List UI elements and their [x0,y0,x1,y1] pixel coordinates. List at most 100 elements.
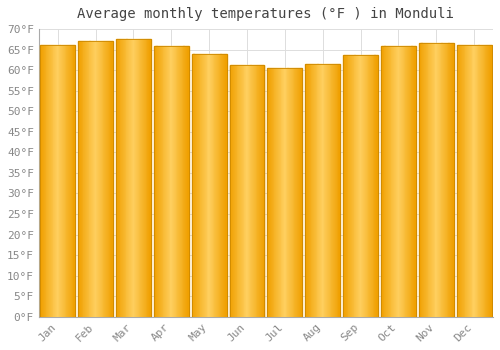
Bar [254,65,255,317]
Bar [126,39,128,317]
Bar [387,46,388,317]
Bar [82,41,84,317]
Bar [165,46,166,317]
Bar [252,65,253,317]
Bar [255,65,256,317]
Bar [242,65,244,317]
Bar [294,68,296,317]
Bar [100,41,101,317]
Bar [70,45,71,317]
Bar [389,46,390,317]
Bar [468,46,469,317]
Bar [456,46,458,317]
Bar [277,68,278,317]
Bar [432,43,433,317]
Bar [279,68,280,317]
Bar [154,46,155,317]
Bar [80,41,81,317]
Bar [172,46,173,317]
Bar [200,54,202,317]
Bar [445,43,446,317]
Bar [312,64,313,317]
Bar [299,68,300,317]
Bar [262,65,264,317]
Bar [136,39,137,317]
Bar [344,55,345,317]
Bar [50,45,51,317]
Bar [349,55,350,317]
Bar [318,64,320,317]
Bar [211,54,212,317]
Bar [376,55,377,317]
Bar [178,46,179,317]
Bar [117,39,118,317]
Bar [467,46,468,317]
Bar [472,46,474,317]
Bar [338,64,340,317]
Bar [433,43,434,317]
Bar [309,64,310,317]
Bar [124,39,126,317]
Bar [456,46,492,317]
Bar [186,46,187,317]
Bar [484,46,486,317]
Bar [146,39,148,317]
Bar [98,41,99,317]
Bar [184,46,186,317]
Bar [112,41,113,317]
Bar [382,46,383,317]
Bar [398,46,400,317]
Bar [167,46,168,317]
Bar [350,55,351,317]
Bar [247,65,248,317]
Bar [86,41,87,317]
Bar [463,46,464,317]
Bar [298,68,299,317]
Bar [61,45,62,317]
Bar [210,54,211,317]
Bar [410,46,412,317]
Bar [185,46,186,317]
Bar [409,46,410,317]
Bar [46,45,48,317]
Bar [195,54,196,317]
Bar [413,46,414,317]
Bar [205,54,206,317]
Bar [52,45,54,317]
Bar [107,41,108,317]
Bar [419,43,454,317]
Bar [469,46,470,317]
Bar [123,39,124,317]
Bar [422,43,424,317]
Bar [292,68,294,317]
Bar [84,41,85,317]
Bar [261,65,262,317]
Bar [446,43,448,317]
Bar [233,65,234,317]
Bar [192,54,194,317]
Bar [248,65,249,317]
Bar [446,43,447,317]
Bar [372,55,373,317]
Bar [143,39,144,317]
Bar [444,43,445,317]
Bar [428,43,430,317]
Bar [322,64,324,317]
Bar [253,65,254,317]
Bar [483,46,484,317]
Bar [232,65,233,317]
Bar [99,41,100,317]
Bar [403,46,404,317]
Bar [41,45,42,317]
Bar [54,45,55,317]
Bar [102,41,104,317]
Bar [246,65,247,317]
Bar [486,46,487,317]
Bar [138,39,140,317]
Bar [214,54,216,317]
Bar [106,41,107,317]
Bar [388,46,389,317]
Bar [175,46,176,317]
Bar [85,41,86,317]
Bar [280,68,281,317]
